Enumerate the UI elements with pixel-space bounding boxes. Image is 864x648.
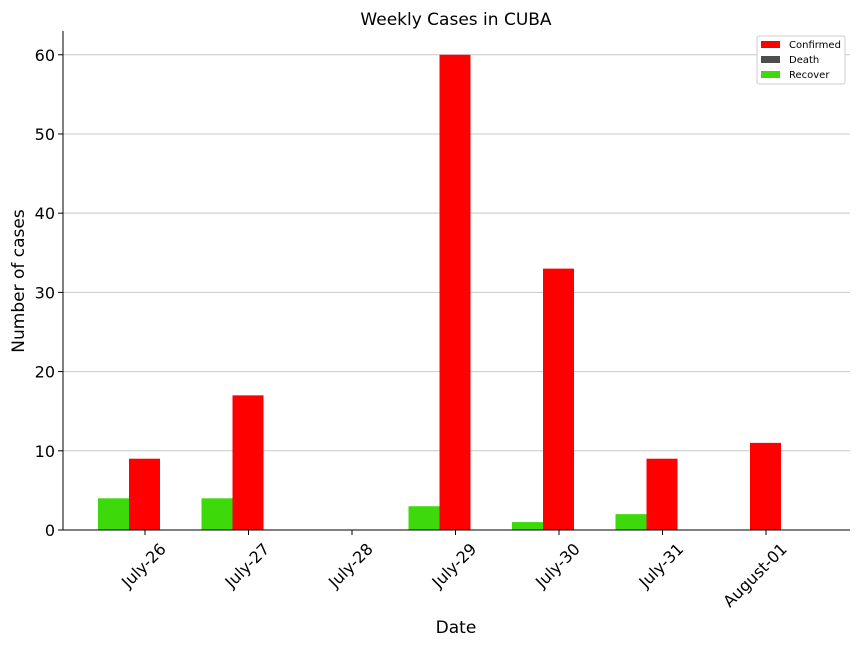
- x-tick-label: July-28: [324, 539, 377, 592]
- axes: [62, 31, 850, 531]
- legend-label-death: Death: [789, 55, 819, 66]
- y-axis-label: Number of cases: [9, 209, 29, 353]
- bar-recover: [615, 514, 647, 530]
- y-tick-label: 60: [35, 46, 55, 65]
- bar-recover: [201, 498, 233, 530]
- bar-confirmed: [646, 458, 678, 530]
- y-ticks: 0 10 20 30 40 50 60: [35, 46, 63, 540]
- x-tick-label: July-30: [531, 539, 584, 592]
- bar-confirmed: [232, 395, 264, 530]
- legend-swatch-death: [761, 56, 780, 63]
- y-tick-label: 20: [35, 363, 55, 382]
- chart-title: Weekly Cases in CUBA: [360, 10, 552, 30]
- legend-label-recover: Recover: [789, 70, 830, 81]
- bar-confirmed: [129, 458, 160, 530]
- x-tick-label: July-26: [117, 539, 170, 592]
- bar-recover: [408, 506, 440, 530]
- legend-swatch-confirmed: [761, 41, 780, 48]
- x-tick-label: July-31: [635, 539, 688, 592]
- x-tick-label: July-27: [221, 539, 274, 592]
- legend-swatch-recover: [761, 71, 780, 78]
- legend-label-confirmed: Confirmed: [789, 40, 841, 51]
- y-tick-label: 30: [35, 283, 55, 302]
- y-tick-label: 50: [35, 125, 55, 144]
- x-ticks: July-26 July-27 July-28 July-29 July-30 July-…: [117, 530, 791, 611]
- bar-confirmed: [439, 54, 471, 531]
- x-tick-label: August-01: [719, 539, 791, 611]
- x-tick-label: July-29: [428, 539, 481, 592]
- bar-recover: [98, 498, 129, 530]
- bar-recover: [512, 522, 543, 530]
- y-tick-label: 40: [35, 204, 55, 223]
- y-tick-label: 10: [35, 442, 55, 461]
- legend: Confirmed Death Recover: [756, 35, 846, 85]
- y-tick-label: 0: [45, 521, 55, 540]
- bar-confirmed: [543, 268, 574, 530]
- bars: [98, 54, 781, 531]
- x-axis-label: Date: [436, 618, 477, 638]
- bar-confirmed: [750, 442, 781, 530]
